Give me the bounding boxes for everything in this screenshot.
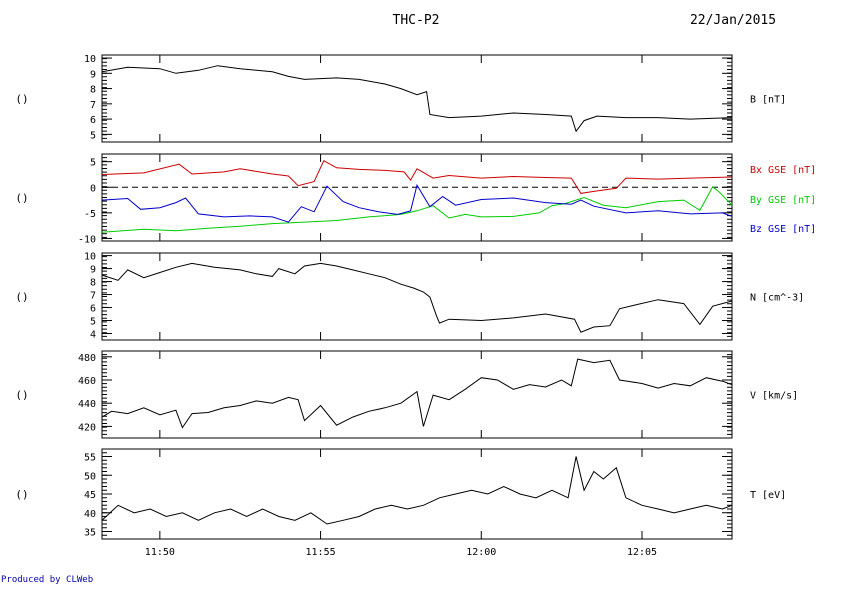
- series-line-1-2: [101, 183, 733, 223]
- y-tick-label: -10: [78, 234, 96, 245]
- y-tick-label: 460: [78, 376, 96, 387]
- y-tick-label: 10: [84, 252, 96, 263]
- plot-date: 22/Jan/2015: [690, 13, 776, 28]
- x-tick-label: 11:55: [306, 547, 336, 558]
- y-tick-label: 7: [90, 291, 96, 302]
- legend-label: Bx GSE [nT]: [750, 165, 816, 176]
- panel-ylabel: B [nT]: [750, 95, 786, 106]
- panel-frame: [101, 153, 733, 242]
- y-tick-label: 6: [90, 115, 96, 126]
- y-tick-label: 4: [90, 330, 96, 341]
- series-line-3-0: [101, 358, 733, 429]
- panel-left-label: (): [15, 389, 28, 402]
- panel-left-label: (): [15, 488, 28, 501]
- plot-title: THC-P2: [393, 13, 440, 28]
- panel-1: () -10 -5 0 5 Bx GSE [nT] By GSE [nT] Bz GSE [n…: [15, 153, 816, 245]
- y-tick-label: 440: [78, 399, 96, 410]
- y-tick-label: 9: [90, 265, 96, 276]
- panel-frame: [101, 350, 733, 439]
- y-tick-label: 5: [90, 130, 96, 141]
- y-tick-label: 40: [84, 509, 96, 520]
- y-tick-label: 5: [90, 158, 96, 169]
- y-tick-label: 6: [90, 304, 96, 315]
- y-tick-label: 45: [84, 490, 96, 501]
- y-tick-label: 55: [84, 453, 96, 464]
- y-tick-label: 7: [90, 100, 96, 111]
- panel-ylabel: V [km/s]: [750, 391, 798, 402]
- panel-0: () 5 6 7 8 9 10 B [nT]: [15, 54, 786, 143]
- panel-left-label: (): [15, 291, 28, 304]
- x-tick-label: 12:00: [466, 547, 496, 558]
- panel-frame: [101, 54, 733, 143]
- series-line-4-0: [101, 456, 733, 525]
- panel-frame: [101, 252, 733, 341]
- y-tick-label: 8: [90, 278, 96, 289]
- series-line-2-0: [101, 262, 733, 333]
- footer-credit: Produced by CLWeb: [1, 575, 93, 584]
- panel-ylabel: N [cm^-3]: [750, 293, 804, 304]
- y-tick-label: 35: [84, 528, 96, 539]
- y-tick-label: 50: [84, 471, 96, 482]
- x-tick-label: 12:05: [627, 547, 657, 558]
- legend-label: Bz GSE [nT]: [750, 224, 816, 235]
- y-tick-label: 0: [90, 183, 96, 194]
- series-line-1-0: [101, 160, 733, 194]
- y-tick-label: 5: [90, 317, 96, 328]
- legend-label: By GSE [nT]: [750, 195, 816, 206]
- y-tick-label: 10: [84, 54, 96, 65]
- y-tick-label: 9: [90, 69, 96, 80]
- panel-left-label: (): [15, 93, 28, 106]
- panel-3: () 420 440 460 480 V [km/s]: [15, 350, 798, 439]
- panel-2: () 4 5 6 7 8 9 10 N [cm^-3]: [15, 252, 804, 341]
- y-tick-label: 8: [90, 85, 96, 96]
- y-tick-label: 420: [78, 422, 96, 433]
- y-tick-label: -5: [84, 209, 96, 220]
- panel-frame: [101, 448, 733, 540]
- y-tick-label: 480: [78, 353, 96, 364]
- x-tick-label: 11:50: [145, 547, 175, 558]
- panel-4: () 35 40 45 50 55 T [eV]: [15, 448, 786, 540]
- series-line-1-1: [101, 186, 733, 233]
- panel-ylabel: T [eV]: [750, 490, 786, 501]
- panels-group: () 5 6 7 8 9 10 B [nT] () -10 -5 0 5 Bx GSE [nT] By GS…: [15, 54, 816, 558]
- series-line-0-0: [101, 65, 733, 133]
- panel-left-label: (): [15, 192, 28, 205]
